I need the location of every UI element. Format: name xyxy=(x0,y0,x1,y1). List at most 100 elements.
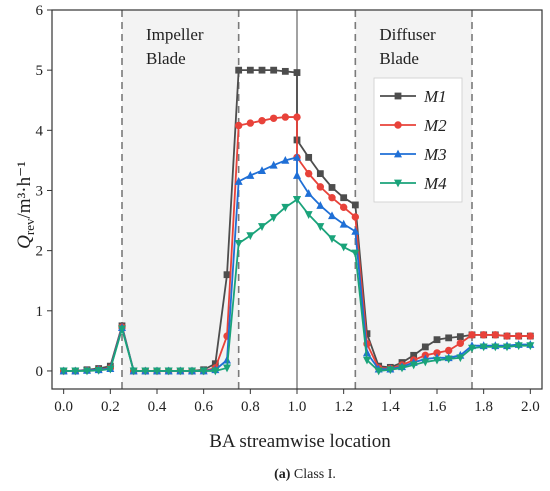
data-point-M2 xyxy=(444,346,453,355)
data-point-M2 xyxy=(316,183,325,191)
data-point-M3 xyxy=(316,201,325,209)
y-tick-label: 2 xyxy=(36,244,44,260)
y-tick-label: 6 xyxy=(36,3,44,19)
data-point-M4 xyxy=(141,367,150,376)
data-point-M4 xyxy=(176,367,185,376)
data-point-M4 xyxy=(398,364,406,373)
data-point-M2 xyxy=(293,113,301,121)
caption-label: (a) xyxy=(274,467,291,482)
data-point-M1 xyxy=(456,333,464,341)
y-tick-label: 5 xyxy=(36,63,44,79)
data-point-M4 xyxy=(281,203,290,212)
data-point-M1 xyxy=(316,170,324,178)
legend-label: M3 xyxy=(423,145,447,164)
data-point-M2 xyxy=(234,121,243,130)
data-point-M3 xyxy=(328,211,336,220)
x-tick-label: 0.4 xyxy=(148,399,167,415)
legend-label: M4 xyxy=(423,174,447,193)
data-point-M4 xyxy=(188,367,196,376)
shaded-region-1 xyxy=(122,10,239,389)
x-tick-label: 0.0 xyxy=(54,399,73,415)
data-point-M2 xyxy=(304,169,313,178)
legend-label: M2 xyxy=(423,116,447,135)
data-point-M4 xyxy=(386,366,395,375)
data-point-M3 xyxy=(281,155,290,164)
data-point-M2 xyxy=(503,332,511,340)
data-point-M1 xyxy=(363,330,371,338)
data-point-M4 xyxy=(304,211,313,219)
data-point-M2 xyxy=(456,339,465,347)
data-point-M3 xyxy=(339,219,348,228)
region-label-1-line2: Blade xyxy=(146,49,186,68)
y-tick-label: 0 xyxy=(36,364,44,380)
data-point-M4 xyxy=(409,361,418,370)
data-point-M4 xyxy=(444,355,453,364)
data-point-M3 xyxy=(351,226,360,235)
data-point-M1 xyxy=(258,66,266,74)
y-tick-label: 4 xyxy=(36,123,44,139)
y-tick-label: 3 xyxy=(36,183,44,199)
data-point-M4 xyxy=(211,367,220,376)
data-point-M4 xyxy=(118,325,126,334)
data-point-M4 xyxy=(503,343,511,352)
region-label-2-line1: Diffuser xyxy=(379,25,436,44)
data-point-M4 xyxy=(328,235,336,244)
data-point-M2 xyxy=(246,119,255,127)
data-point-M4 xyxy=(421,358,430,367)
legend-item-M4: M4 xyxy=(380,174,447,193)
data-point-M4 xyxy=(246,232,255,240)
data-point-M1 xyxy=(328,184,336,191)
data-point-M4 xyxy=(71,367,80,376)
data-point-M4 xyxy=(258,223,266,231)
data-point-M2 xyxy=(526,332,535,340)
y-axis-title: Qrev/m³·h⁻¹ xyxy=(14,161,37,249)
data-point-M1 xyxy=(410,351,418,359)
x-tick-label: 0.2 xyxy=(101,399,120,415)
data-point-M2 xyxy=(269,114,278,122)
data-point-M4 xyxy=(491,343,500,352)
data-point-M3 xyxy=(269,160,278,169)
data-point-M2 xyxy=(328,193,336,202)
data-point-M2 xyxy=(281,113,290,121)
data-point-M2 xyxy=(339,203,348,212)
data-point-M4 xyxy=(234,240,243,248)
data-point-M4 xyxy=(293,196,301,204)
region-label-1-line1: Impeller xyxy=(146,25,204,44)
x-tick-label: 1.2 xyxy=(334,399,353,415)
x-tick-label: 1.4 xyxy=(381,399,400,415)
legend-item-M2: M2 xyxy=(380,116,447,135)
data-point-M4 xyxy=(269,214,278,222)
data-point-M1 xyxy=(223,271,231,279)
data-point-M2 xyxy=(468,331,476,339)
data-point-M3 xyxy=(293,171,301,179)
x-tick-label: 0.6 xyxy=(194,399,213,415)
data-point-M4 xyxy=(83,367,91,376)
data-point-M3 xyxy=(246,171,255,179)
data-point-M2 xyxy=(258,116,266,125)
region-labels: Impeller Blade Diffuser Blade xyxy=(146,25,436,68)
region-label-2-line2: Blade xyxy=(379,49,419,68)
x-axis-title: BA streamwise location xyxy=(209,431,391,452)
data-point-M4 xyxy=(374,367,383,376)
x-axis-ticks: 0.0 0.2 0.4 0.6 0.8 1.0 1.2 1.4 1.6 1.8 2.0 xyxy=(54,389,540,415)
x-tick-label: 1.0 xyxy=(288,399,307,415)
legend-box xyxy=(373,77,463,203)
legend-label: M1 xyxy=(423,87,447,106)
y-axis-title-subscript: rev xyxy=(22,218,37,235)
data-point-M4 xyxy=(456,354,465,363)
series-M4 xyxy=(59,196,535,376)
data-point-M4 xyxy=(199,367,208,376)
y-axis-title-unit: /m³·h⁻¹ xyxy=(14,161,35,219)
data-point-M4 xyxy=(153,367,161,376)
data-point-M4 xyxy=(514,342,523,351)
data-point-M4 xyxy=(479,343,488,352)
data-point-M2 xyxy=(491,331,500,339)
y-tick-label: 1 xyxy=(36,304,44,320)
data-point-M4 xyxy=(316,223,325,231)
legend-swatch-marker xyxy=(394,92,402,100)
data-point-M1 xyxy=(235,66,243,74)
data-point-M4 xyxy=(164,367,173,376)
data-point-M4 xyxy=(526,342,535,351)
caption-text: Class I. xyxy=(290,467,336,482)
